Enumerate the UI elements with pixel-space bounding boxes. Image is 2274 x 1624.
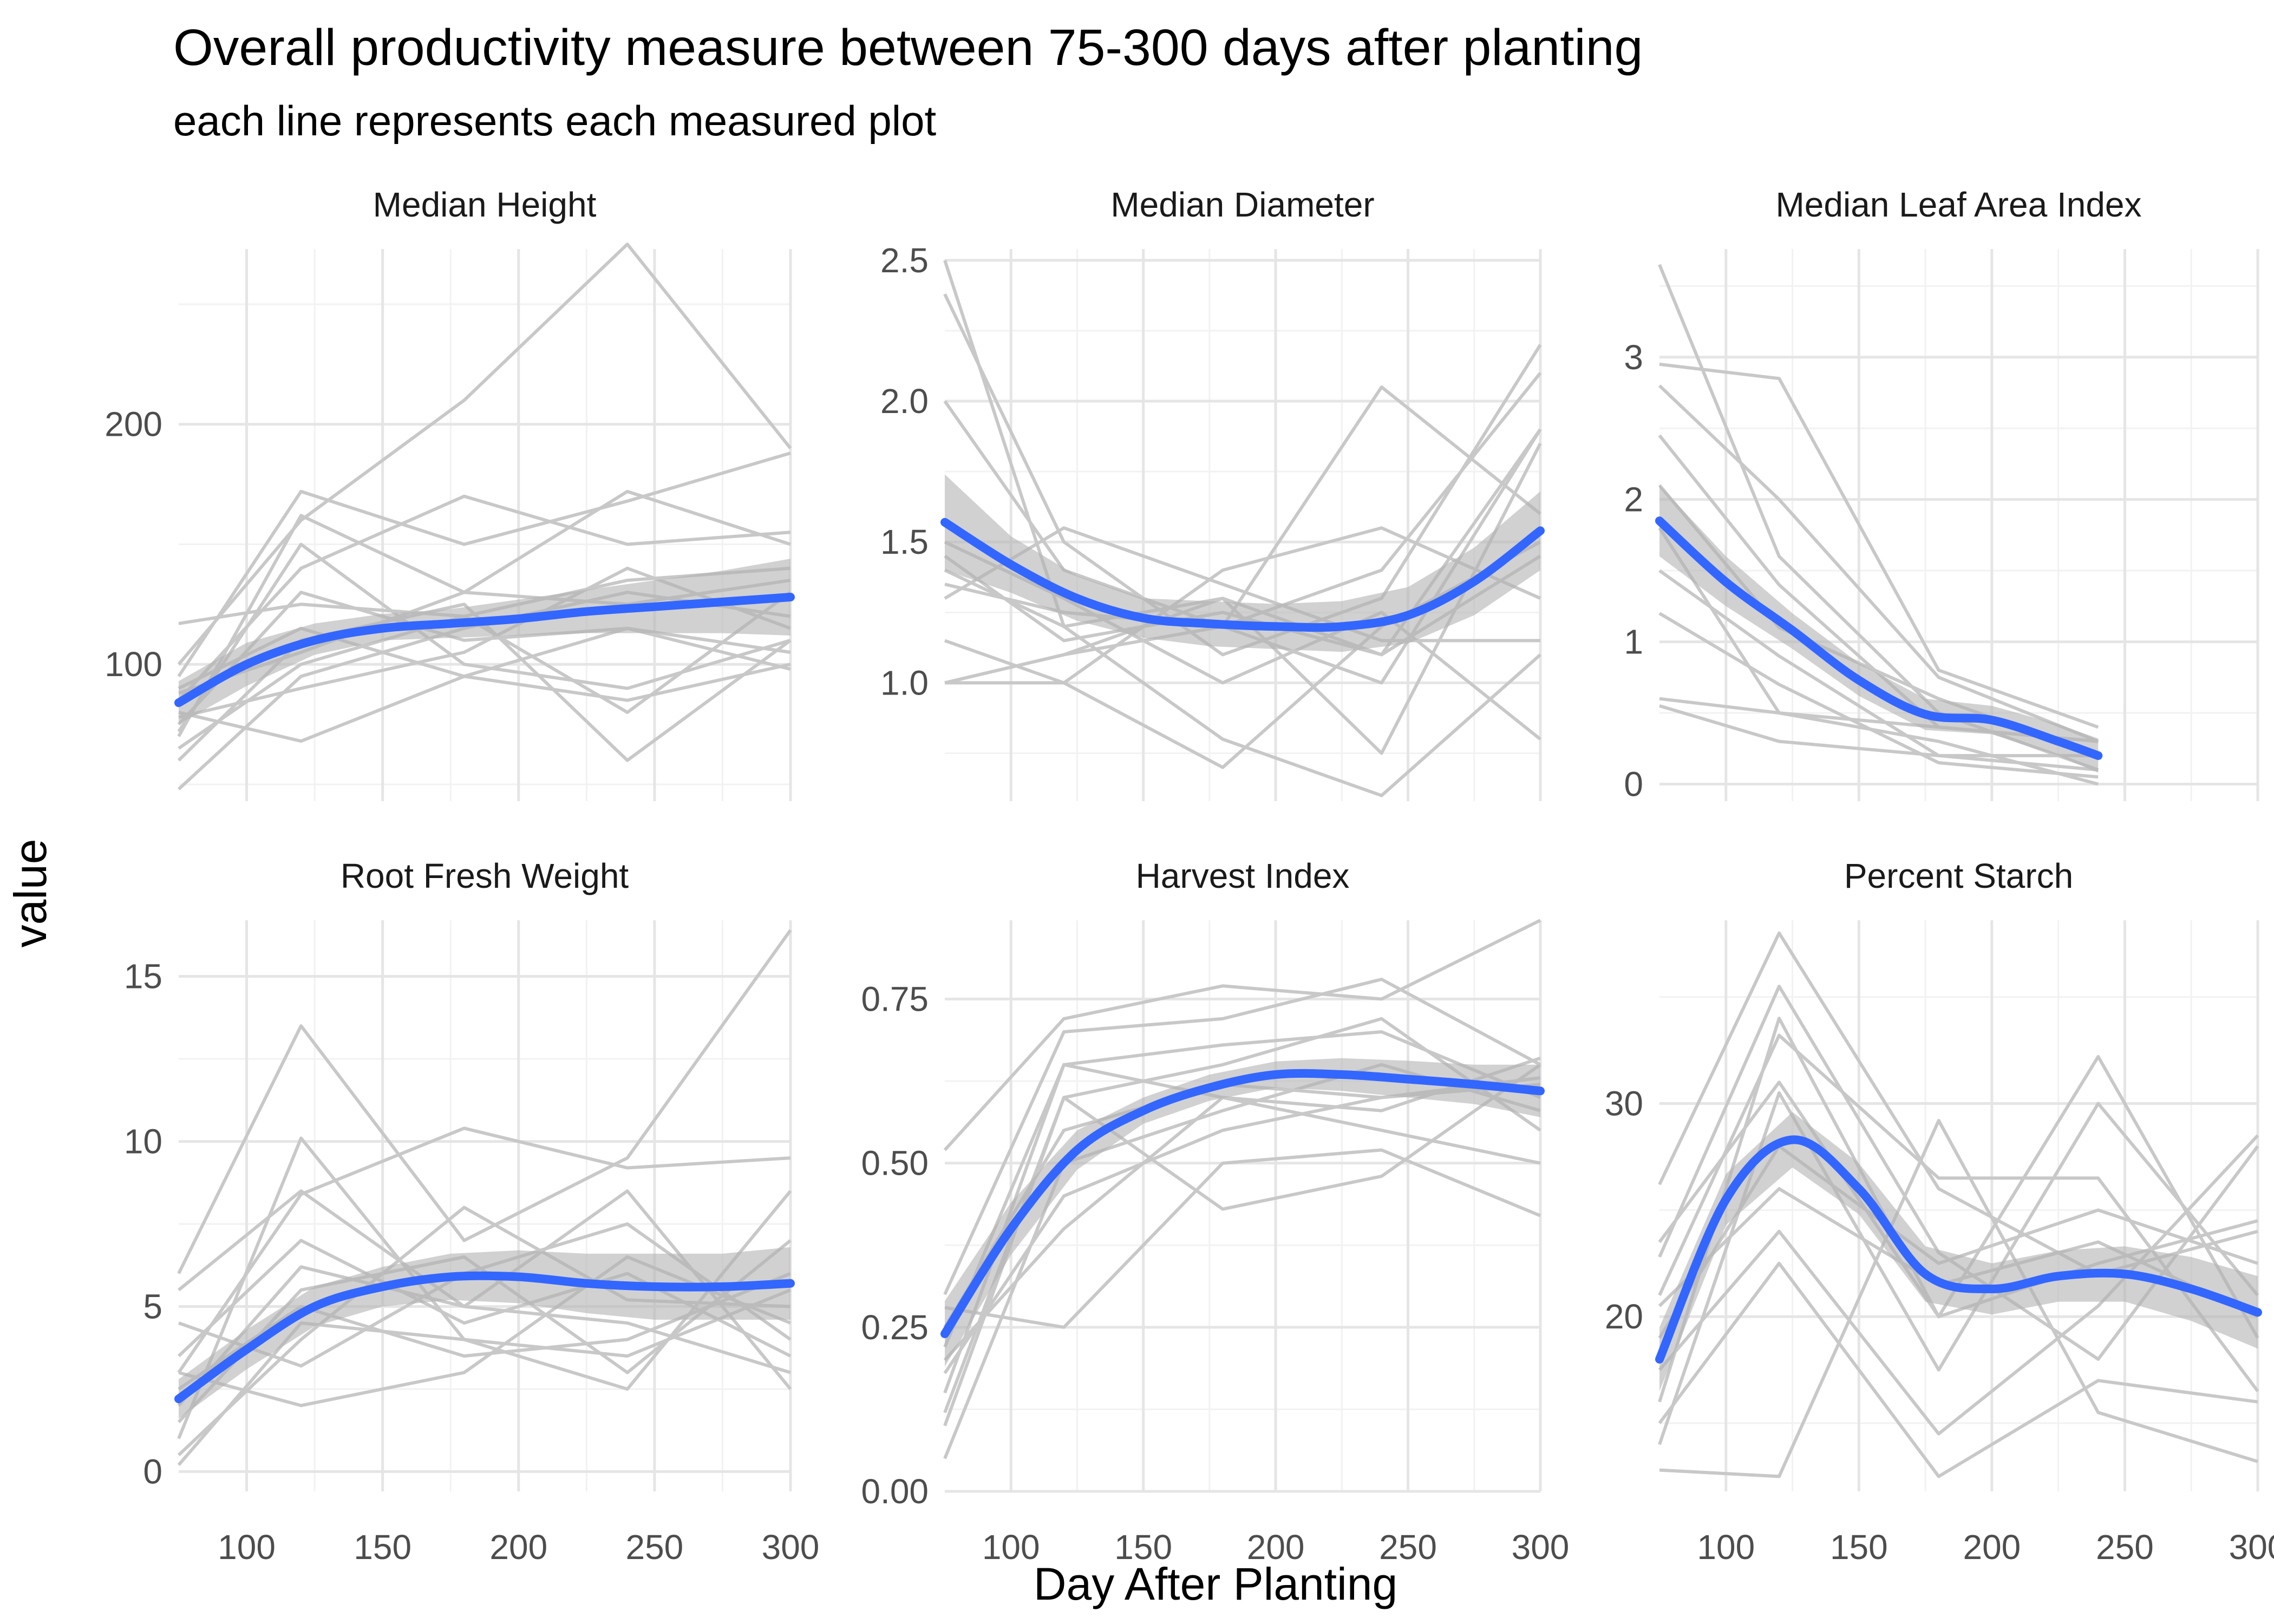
- plot-line: [177, 451, 791, 678]
- x-tick-label: 100: [218, 1528, 276, 1567]
- facet-title: Root Fresh Weight: [341, 856, 629, 895]
- y-axis-title: value: [5, 839, 56, 948]
- x-tick-label: 200: [489, 1528, 547, 1567]
- x-axis-title: Day After Planting: [1034, 1558, 1397, 1609]
- plot-line: [177, 591, 791, 726]
- facet-title: Median Leaf Area Index: [1775, 185, 2141, 224]
- x-tick-label: 300: [762, 1528, 820, 1567]
- plot-line: [177, 542, 791, 733]
- facet-title: Percent Starch: [1844, 856, 2073, 895]
- confidence-ribbon: [179, 559, 790, 725]
- x-tick-label: 250: [1379, 1528, 1437, 1567]
- y-tick-label: 1.5: [880, 522, 929, 561]
- x-tick-label: 150: [1114, 1528, 1172, 1567]
- y-tick-label: 30: [1605, 1084, 1643, 1123]
- y-tick-label: 2.0: [880, 382, 929, 421]
- plot-line: [944, 568, 1541, 797]
- x-tick-label: 250: [2096, 1528, 2154, 1567]
- plot-line: [1658, 384, 2099, 743]
- plot-line: [177, 603, 792, 762]
- x-tick-label: 100: [1697, 1528, 1755, 1567]
- x-tick-label: 300: [2229, 1528, 2274, 1567]
- plot-line: [943, 978, 1541, 1295]
- plot-line: [177, 929, 792, 1274]
- plot-line: [944, 1148, 1541, 1329]
- x-tick-label: 150: [354, 1528, 411, 1567]
- y-tick-label: 20: [1605, 1297, 1643, 1336]
- y-tick-label: 0.50: [861, 1144, 929, 1183]
- facet-panel: 0 5 10 15 100 150 200 250 300 Root Fresh Weight: [124, 856, 820, 1567]
- y-tick-label: 2.5: [880, 241, 929, 280]
- y-tick-label: 5: [143, 1287, 162, 1326]
- plot-line: [177, 243, 792, 666]
- chart-title: Overall productivity measure between 75-…: [173, 19, 1643, 76]
- y-tick-label: 3: [1624, 338, 1643, 377]
- confidence-ribbon: [1659, 1112, 2258, 1391]
- facet-panel: 0 1 2 3 Median Leaf Area Index: [1624, 185, 2259, 803]
- smooth-trend-line: [174, 1271, 795, 1404]
- smooth-trend-line: [1655, 1135, 2262, 1364]
- facet-panel: 0.00 0.25 0.50 0.75 100 150 200 250 300 Harvest I…: [861, 856, 1569, 1567]
- facet-title: Median Diameter: [1110, 185, 1374, 224]
- y-tick-label: 0.00: [861, 1472, 929, 1511]
- plot-line: [943, 1030, 1541, 1394]
- x-tick-label: 100: [982, 1528, 1040, 1567]
- y-tick-label: 100: [104, 645, 162, 684]
- plot-line: [1658, 1261, 2258, 1478]
- smooth-trend-line: [940, 1069, 1545, 1338]
- plot-line: [943, 1076, 1541, 1374]
- x-tick-label: 150: [1830, 1528, 1888, 1567]
- x-tick-label: 200: [1247, 1528, 1305, 1567]
- y-tick-label: 15: [124, 957, 162, 996]
- plot-line: [943, 293, 1542, 657]
- plot-line: [945, 526, 1541, 685]
- plot-line: [1658, 1081, 2258, 1319]
- plot-line: [1659, 362, 2099, 729]
- facet-panel: 1.0 1.5 2.0 2.5 Median Diameter: [880, 185, 1545, 801]
- facet-title: Harvest Index: [1136, 856, 1350, 895]
- plot-line: [943, 919, 1541, 1151]
- x-tick-label: 200: [1963, 1528, 2021, 1567]
- plot-line: [1658, 612, 2099, 779]
- x-tick-label: 300: [1512, 1528, 1570, 1567]
- y-tick-label: 1.0: [880, 663, 929, 702]
- y-tick-label: 200: [104, 405, 162, 444]
- y-tick-label: 10: [124, 1122, 162, 1161]
- plot-line: [1658, 569, 2099, 757]
- chart-subtitle: each line represents each measured plot: [173, 97, 937, 145]
- y-tick-label: 0: [1624, 764, 1643, 803]
- smooth-trend-line: [940, 518, 1545, 632]
- smooth-trend-line: [174, 593, 795, 708]
- y-tick-label: 0.75: [861, 980, 929, 1019]
- y-tick-label: 0.25: [861, 1308, 929, 1347]
- smooth-trend-line: [1655, 516, 2103, 760]
- plot-line: [177, 1127, 791, 1374]
- plot-line: [177, 1288, 792, 1466]
- facet-panel: 20 30 100 150 200 250 300 Percent Starch: [1605, 856, 2274, 1567]
- facet-panel: 100 200 Median Height: [104, 185, 795, 801]
- plot-line: [1659, 704, 2099, 772]
- x-tick-label: 250: [625, 1528, 683, 1567]
- plot-line: [1659, 1119, 2258, 1478]
- facet-title: Median Height: [373, 185, 597, 224]
- y-tick-label: 1: [1624, 623, 1643, 662]
- y-tick-label: 0: [143, 1452, 162, 1491]
- plot-line: [178, 1189, 791, 1374]
- y-tick-label: 2: [1624, 480, 1643, 519]
